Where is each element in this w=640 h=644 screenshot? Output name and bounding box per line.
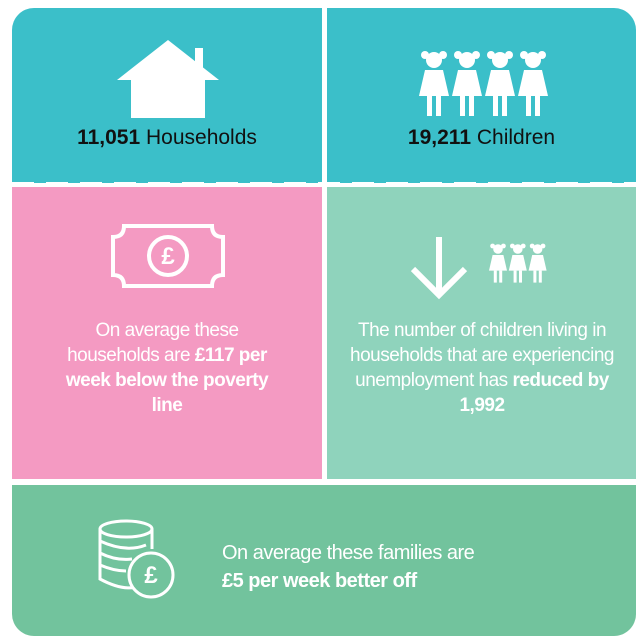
coins-icon: £ [98, 519, 175, 599]
text: £5 per week better off [222, 570, 417, 592]
children-stat: 19,211 Children [327, 126, 636, 150]
divider [12, 182, 636, 187]
unemployment-panel: The number of children living in househo… [327, 187, 636, 479]
children-panel: 19,211 Children [327, 8, 636, 183]
text: Children [476, 126, 556, 149]
text: On average these households are [67, 320, 239, 366]
households-panel: 11,051 Households [12, 8, 322, 183]
text: Households [146, 126, 257, 149]
better-off-panel: £ On average these families are £5 per we… [12, 485, 636, 636]
poverty-text: On average these households are £117 per… [57, 318, 277, 418]
svg-text:£: £ [161, 243, 175, 270]
unemployment-text: The number of children living in househo… [337, 318, 627, 418]
divider [12, 480, 636, 485]
text: The number of children living in househo… [350, 320, 614, 391]
banknote-icon: £ [111, 224, 225, 288]
households-stat: 11,051 Households [12, 126, 322, 150]
svg-text:£: £ [144, 562, 158, 589]
text: 11,051 [77, 126, 141, 149]
house-icon [117, 40, 219, 118]
infographic: 11,051 Households 19,211 Children £ On a… [12, 8, 636, 636]
text: On average these families are [222, 542, 475, 564]
children-icon [419, 51, 548, 116]
decrease-icon [410, 237, 547, 300]
poverty-panel: £ On average these households are £117 p… [12, 187, 322, 479]
text: 19,211 [407, 126, 471, 149]
better-off-text: On average these families are £5 per week… [222, 539, 602, 595]
text: reduced by 1,992 [459, 370, 609, 416]
text: £117 per week below the poverty line [65, 345, 269, 416]
